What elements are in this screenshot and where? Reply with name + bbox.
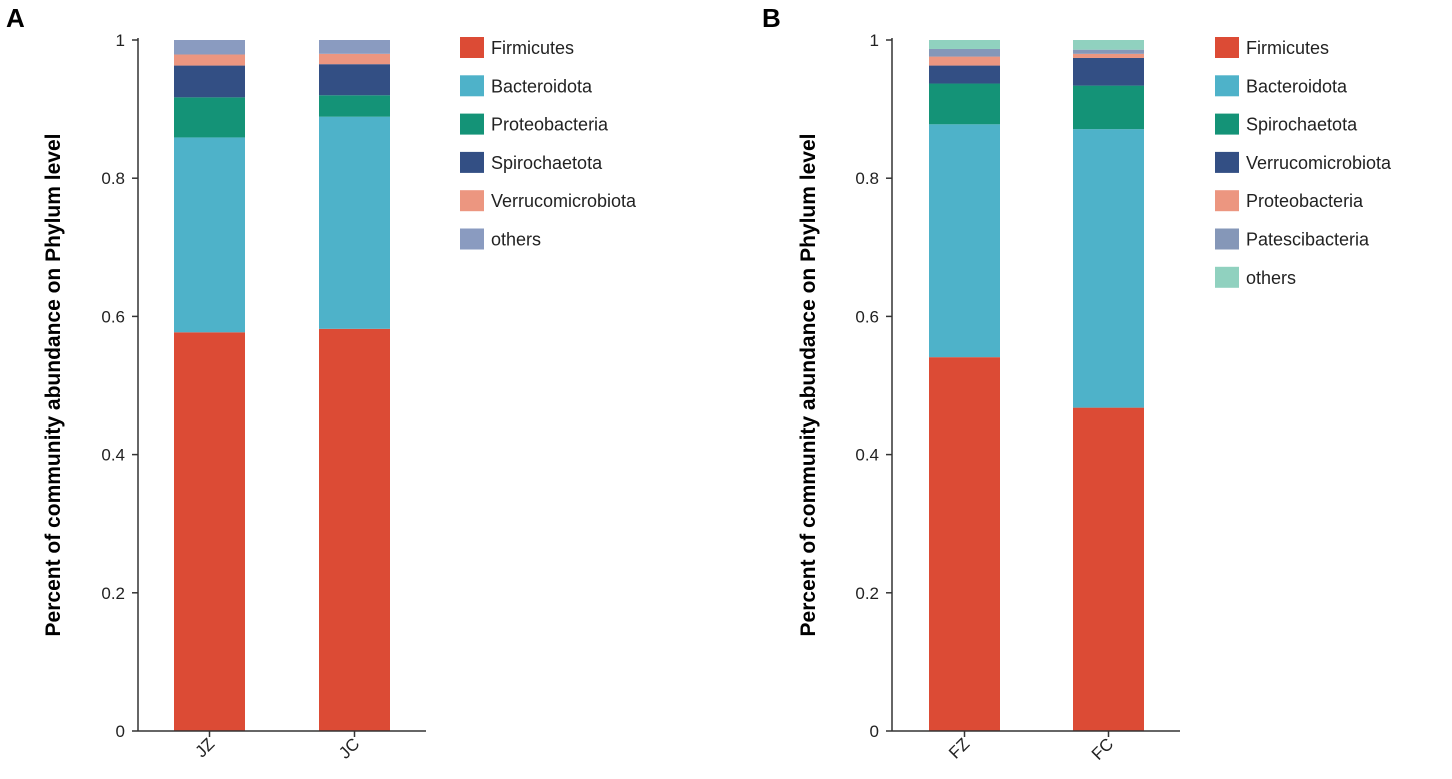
panel-b-bar-fz-others <box>929 40 1000 49</box>
panel-b-ytick-label: 0.6 <box>855 307 879 326</box>
panel-a-bar-jz-spirochaetota <box>174 65 245 98</box>
panel-b-ytick-label: 0 <box>870 722 879 741</box>
panel-b-legend-label: Firmicutes <box>1246 38 1329 58</box>
panel-b-category-label: FC <box>1088 734 1117 763</box>
panel-a-letter: A <box>6 3 25 33</box>
panel-b-letter: B <box>762 3 781 33</box>
panel-a-bar-jc-bacteroidota <box>319 116 390 329</box>
panel-b-legend-label: Spirochaetota <box>1246 115 1358 135</box>
panel-a-legend-label: Verrucomicrobiota <box>491 191 637 211</box>
panel-b-bar-fc-others <box>1073 40 1144 50</box>
panel-a-bar-jz-bacteroidota <box>174 137 245 333</box>
panel-b-ytick-label: 0.8 <box>855 169 879 188</box>
panel-b-bar-fc-verrucomicrobiota <box>1073 57 1144 86</box>
panel-a-legend-label: Firmicutes <box>491 38 574 58</box>
panel-a-legend-label: others <box>491 230 541 250</box>
panel-b-x-categories: FZ FC <box>945 731 1117 764</box>
panel-a-bar-jc-verrucomicrobiota <box>319 53 390 65</box>
panel-b-bar-fc-patescibacteria <box>1073 49 1144 54</box>
panel-b-legend: Firmicutes Bacteroidota Spirochaetota Verru… <box>1215 37 1392 288</box>
panel-a: A Percent of community abundance on Phyl… <box>6 3 637 763</box>
panel-b-legend-label: Patescibacteria <box>1246 230 1370 250</box>
panel-b-bar-fc-spirochaetota <box>1073 85 1144 130</box>
panel-b-legend-label: Verrucomicrobiota <box>1246 153 1392 173</box>
panel-b-legend-label: Proteobacteria <box>1246 191 1364 211</box>
panel-a-category-label: JZ <box>192 734 219 761</box>
panel-a-legend-label: Proteobacteria <box>491 115 609 135</box>
panel-b-legend-swatch <box>1215 190 1239 212</box>
panel-a-ytick-label: 0.8 <box>101 169 125 188</box>
panel-a-y-ticks: 0 0.2 0.4 0.6 0.8 1 <box>101 31 138 741</box>
panel-a-ytick-label: 0 <box>116 722 125 741</box>
panel-a-bar-jz-verrucomicrobiota <box>174 54 245 66</box>
panel-b-ytick-label: 0.2 <box>855 584 879 603</box>
panel-b-bar-fz-bacteroidota <box>929 124 1000 358</box>
panel-a-y-axis-title: Percent of community abundance on Phylum… <box>42 134 65 637</box>
panel-a-category-label: JC <box>335 734 363 762</box>
panel-a-x-categories: JZ JC <box>192 731 363 763</box>
panel-b-bar-fc-bacteroidota <box>1073 129 1144 408</box>
panel-a-legend-label: Bacteroidota <box>491 76 593 96</box>
panel-b-legend-swatch <box>1215 266 1239 288</box>
panel-b-y-axis-title: Percent of community abundance on Phylum… <box>797 134 820 637</box>
panel-a-legend-label: Spirochaetota <box>491 153 603 173</box>
panel-a-legend-swatch <box>460 151 484 173</box>
panel-a-legend-swatch <box>460 75 484 97</box>
panel-b-legend-label: Bacteroidota <box>1246 76 1348 96</box>
panel-b-category-label: FZ <box>945 734 973 762</box>
panel-a-ytick-label: 0.4 <box>101 446 125 465</box>
panel-a-legend-swatch <box>460 190 484 212</box>
panel-b-ytick-label: 0.4 <box>855 446 879 465</box>
panel-b-bar-fz-verrucomicrobiota <box>929 65 1000 84</box>
panel-b-bar-fz-patescibacteria <box>929 48 1000 57</box>
panel-a-bar-jz-firmicutes <box>174 332 245 731</box>
panel-b-bar-fz-proteobacteria <box>929 56 1000 66</box>
panel-a-legend: Firmicutes Bacteroidota Proteobacteria Spir… <box>460 37 637 250</box>
panel-a-legend-swatch <box>460 37 484 58</box>
panel-a-bar-jc-proteobacteria <box>319 95 390 117</box>
panel-a-bar-jc-firmicutes <box>319 328 390 731</box>
panel-b-bars <box>929 40 1144 731</box>
panel-b-legend-swatch <box>1215 228 1239 250</box>
panel-b-legend-swatch <box>1215 151 1239 173</box>
panel-b-bar-fc-proteobacteria <box>1073 53 1144 58</box>
panel-a-ytick-label: 0.2 <box>101 584 125 603</box>
panel-b-legend-swatch <box>1215 75 1239 97</box>
panel-b-ytick-label: 1 <box>870 31 879 50</box>
panel-b-bar-fz-spirochaetota <box>929 83 1000 125</box>
panel-a-bar-jz-others <box>174 40 245 55</box>
panel-b: B Percent of community abundance on Phyl… <box>762 3 1392 764</box>
panel-b-legend-label: others <box>1246 268 1296 288</box>
panel-b-bar-fc-firmicutes <box>1073 407 1144 731</box>
panel-b-legend-swatch <box>1215 113 1239 135</box>
panel-b-y-ticks: 0 0.2 0.4 0.6 0.8 1 <box>855 31 892 741</box>
panel-a-ytick-label: 1 <box>116 31 125 50</box>
panel-b-legend-swatch <box>1215 37 1239 58</box>
panel-a-ytick-label: 0.6 <box>101 307 125 326</box>
panel-a-legend-swatch <box>460 113 484 135</box>
panel-a-bar-jz-proteobacteria <box>174 97 245 138</box>
panel-a-bar-jc-others <box>319 40 390 54</box>
panel-b-bar-fz-firmicutes <box>929 357 1000 731</box>
panel-a-legend-swatch <box>460 228 484 250</box>
panel-a-bars <box>174 40 390 731</box>
panel-a-bar-jc-spirochaetota <box>319 64 390 96</box>
